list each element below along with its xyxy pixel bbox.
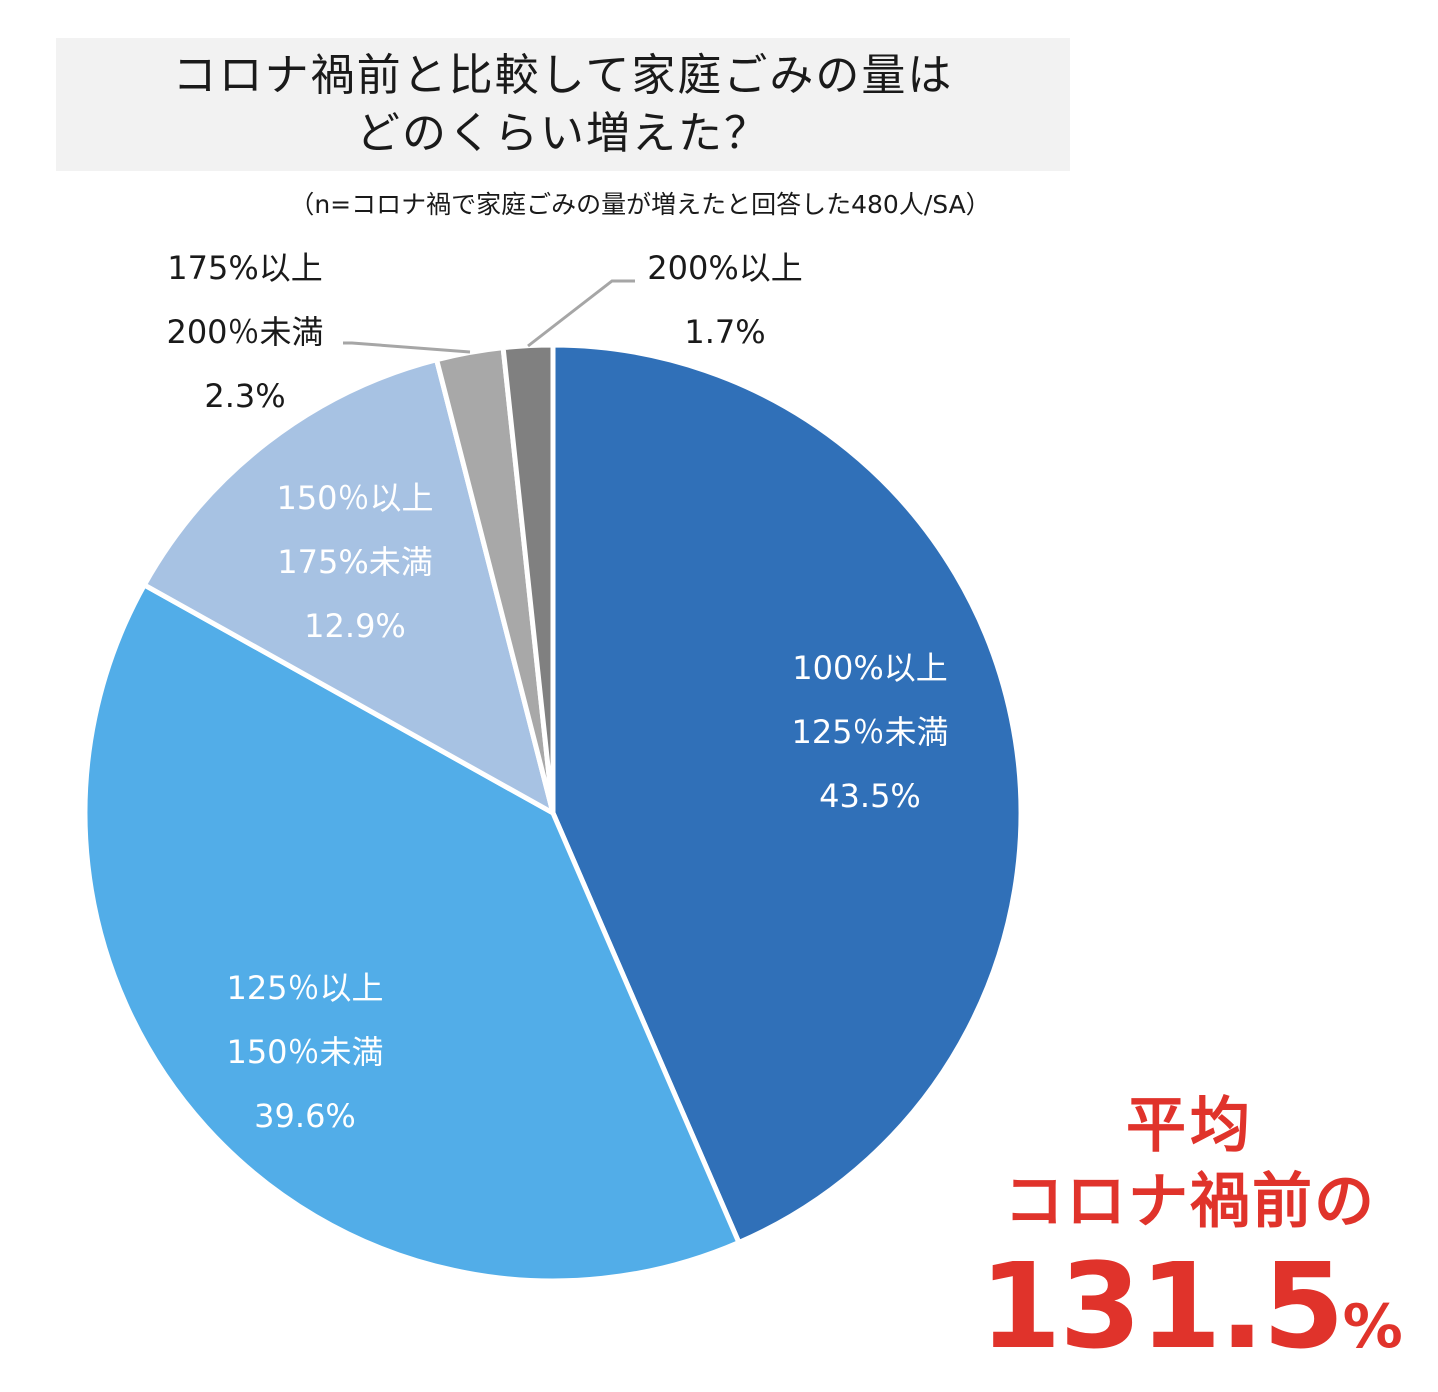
slice-label-line: 175%未満: [277, 543, 433, 581]
slice-label-line: 125％以上: [226, 969, 384, 1007]
slice-label-line: 125％未満: [791, 713, 949, 751]
average-callout: 平均 コロナ禍前の 131.5%: [960, 1090, 1420, 1391]
pie-slice-2: [82, 582, 742, 1284]
slice-label-line: 175%以上: [167, 249, 323, 287]
pie-slice-3: [141, 357, 556, 816]
slice-label-value: 2.3%: [204, 377, 286, 415]
slice-label-line: 150％未満: [226, 1033, 384, 1071]
pie-slice-1: [550, 342, 1024, 1246]
average-value-line: 131.5%: [960, 1242, 1420, 1391]
chart-title-line-2: どのくらい増えた？: [356, 107, 770, 159]
slice-label-100-125: 100%以上 125％未満 43.5%: [770, 636, 970, 828]
slice-label-value: 12.9%: [304, 607, 406, 645]
slice-label-200-plus: 200%以上 1.7%: [625, 236, 825, 364]
slice-label-value: 43.5%: [819, 777, 921, 815]
chart-title-line-1: コロナ禍前と比較して家庭ごみの量は: [172, 49, 954, 101]
slice-label-value: 39.6%: [254, 1097, 356, 1135]
sample-note: （n=コロナ禍で家庭ごみの量が増えたと回答した480人/SA）: [289, 190, 991, 219]
average-heading: 平均: [1126, 1091, 1254, 1161]
chart-title-box: コロナ禍前と比較して家庭ごみの量は どのくらい増えた？: [56, 38, 1070, 171]
average-unit: %: [1342, 1292, 1403, 1362]
slice-label-value: 1.7%: [684, 313, 766, 351]
average-value: 131.5: [979, 1237, 1344, 1375]
slice-label-line: 200%以上: [647, 249, 803, 287]
slice-label-125-150: 125％以上 150％未満 39.6%: [205, 956, 405, 1148]
slice-label-150-175: 150％以上 175%未満 12.9%: [255, 466, 455, 658]
leader-line-200-plus: [527, 279, 635, 348]
leader-line-175-200: [343, 341, 471, 354]
average-subheading: コロナ禍前の: [1004, 1167, 1376, 1237]
slice-label-line: 100%以上: [792, 649, 948, 687]
slice-label-line: 200％未満: [166, 313, 324, 351]
slice-label-line: 150％以上: [276, 479, 434, 517]
slice-label-175-200: 175%以上 200％未満 2.3%: [140, 236, 350, 428]
